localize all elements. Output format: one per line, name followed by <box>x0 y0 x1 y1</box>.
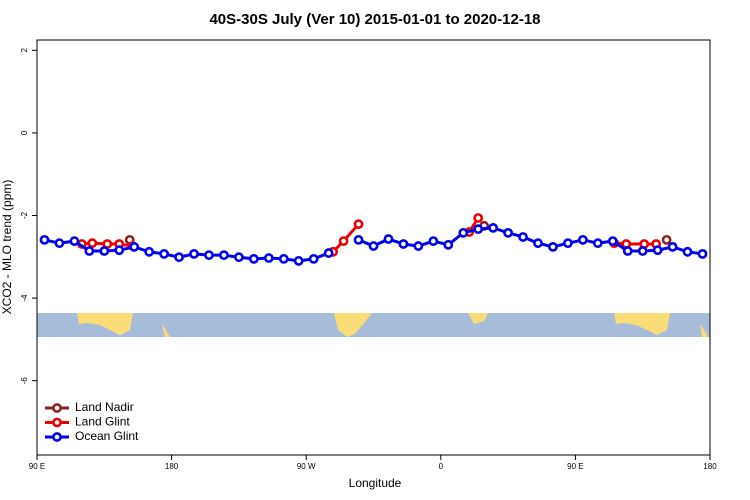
data-point <box>488 222 499 233</box>
y-tick-label: -2 <box>20 211 29 219</box>
data-point <box>473 224 484 235</box>
data-point <box>697 249 708 259</box>
data-point <box>428 236 439 246</box>
data-point <box>413 241 424 251</box>
data-point <box>204 250 214 261</box>
data-point <box>518 232 528 242</box>
series-line <box>357 226 703 256</box>
data-point <box>473 213 484 223</box>
data-point <box>278 253 289 264</box>
data-point <box>577 234 588 245</box>
data-point <box>607 236 618 246</box>
data-point <box>248 253 259 264</box>
x-tick-label: 180 <box>165 462 179 471</box>
data-point <box>323 248 334 258</box>
data-point <box>84 246 95 256</box>
x-tick-label: 90 E <box>567 462 583 471</box>
legend-marker <box>52 417 62 428</box>
data-point <box>189 249 199 259</box>
data-point <box>548 241 558 252</box>
y-tick-label: -4 <box>20 294 29 302</box>
data-point <box>661 234 672 245</box>
series <box>39 222 708 266</box>
data-point <box>368 241 379 251</box>
plot-frame <box>36 39 711 456</box>
data-point <box>308 253 319 264</box>
data-point <box>592 238 603 249</box>
data-point <box>99 246 110 256</box>
data-point <box>503 227 513 238</box>
data-point <box>338 236 349 246</box>
legend-label: Land Nadir <box>75 400 134 414</box>
data-point <box>263 253 274 263</box>
data-point <box>353 234 364 245</box>
y-tick-label: 2 <box>20 48 29 53</box>
data-point <box>69 236 80 246</box>
data-point <box>398 239 409 249</box>
x-tick-label: 180 <box>703 462 717 471</box>
legend-marker <box>52 403 62 413</box>
data-point <box>54 238 65 249</box>
data-point <box>563 238 573 249</box>
x-tick-label: 90 W <box>297 462 316 471</box>
data-point <box>233 252 244 263</box>
data-point <box>622 246 633 256</box>
data-point <box>293 256 304 266</box>
data-point <box>87 238 98 249</box>
data-point <box>667 241 678 252</box>
data-point <box>443 239 454 250</box>
legend-label: Ocean Glint <box>75 429 139 443</box>
data-point <box>144 246 155 257</box>
data-point <box>682 246 693 257</box>
data-point <box>458 227 469 238</box>
data-point <box>533 238 543 249</box>
data-point <box>353 219 364 230</box>
series-line <box>614 241 657 246</box>
data-point <box>219 250 229 261</box>
y-tick-label: 0 <box>20 130 29 135</box>
data-point <box>652 245 663 256</box>
chart-title: 40S-30S July (Ver 10) 2015-01-01 to 2020… <box>209 11 540 28</box>
legend-marker <box>52 432 62 442</box>
x-axis-label: Longitude <box>349 476 402 490</box>
y-tick-label: -6 <box>20 377 29 385</box>
data-point <box>39 234 50 245</box>
x-tick-label: 90 E <box>29 462 45 471</box>
x-tick-label: 0 <box>439 462 444 471</box>
data-point <box>174 252 184 263</box>
legend-label: Land Glint <box>75 415 130 429</box>
data-point <box>129 241 140 252</box>
data-point <box>159 249 170 259</box>
map-strip <box>37 313 710 337</box>
data-point <box>637 246 648 256</box>
y-axis-label: XCO2 - MLO trend (ppm) <box>0 180 14 315</box>
data-point <box>114 245 125 256</box>
data-point <box>383 234 394 244</box>
